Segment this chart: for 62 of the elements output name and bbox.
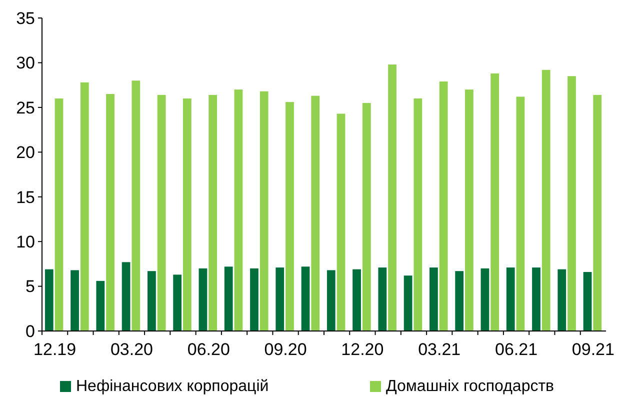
bar xyxy=(558,269,566,331)
bar xyxy=(593,94,602,331)
bar xyxy=(336,114,346,331)
x-tick-label: 06.21 xyxy=(495,340,538,359)
bar xyxy=(506,268,515,331)
bar xyxy=(352,269,361,331)
bar xyxy=(157,94,166,331)
bar xyxy=(183,98,192,331)
bar xyxy=(44,269,54,331)
bar xyxy=(362,102,371,331)
bar xyxy=(122,262,130,331)
bar xyxy=(532,268,540,331)
bar xyxy=(404,276,412,331)
y-tick-label: 10 xyxy=(16,232,35,252)
bar xyxy=(301,266,310,331)
y-tick-label: 35 xyxy=(16,8,35,28)
bar xyxy=(311,96,320,331)
x-tick-label: 09.21 xyxy=(572,340,614,359)
bar xyxy=(490,73,500,331)
y-tick-label: 25 xyxy=(16,98,35,118)
x-tick-label: 12.19 xyxy=(34,340,76,359)
bar xyxy=(455,271,464,331)
x-tick-label: 03.20 xyxy=(110,340,153,359)
bar xyxy=(148,271,156,331)
bar xyxy=(96,280,105,331)
bar xyxy=(276,268,284,331)
bar xyxy=(260,91,268,331)
bar xyxy=(516,96,525,331)
y-tick-label: 20 xyxy=(16,143,35,162)
bar xyxy=(542,70,550,331)
bar xyxy=(480,268,490,331)
bar xyxy=(326,270,336,331)
bar xyxy=(208,94,218,331)
bar xyxy=(54,98,64,331)
bar xyxy=(198,268,208,331)
bar xyxy=(250,268,258,331)
bar xyxy=(439,81,448,331)
bar xyxy=(173,274,182,331)
y-tick-label: 0 xyxy=(26,322,35,341)
bar xyxy=(80,82,89,331)
bar xyxy=(568,76,576,331)
bar xyxy=(132,80,140,331)
bar xyxy=(286,102,294,331)
x-tick-label: 12.20 xyxy=(341,340,384,359)
bar xyxy=(430,268,438,331)
y-tick-label: 15 xyxy=(16,188,35,207)
bar xyxy=(378,268,387,331)
bar xyxy=(388,64,396,331)
bar xyxy=(234,90,243,331)
legend-label: Нефінансових корпорацій xyxy=(76,378,269,395)
x-tick-label: 03.21 xyxy=(418,340,461,359)
y-tick-label: 30 xyxy=(16,54,35,73)
bar xyxy=(106,94,114,331)
x-tick-label: 06.20 xyxy=(187,340,230,359)
bar xyxy=(224,266,233,331)
y-tick-label: 5 xyxy=(26,277,35,296)
bar xyxy=(465,90,474,331)
bar xyxy=(583,272,592,331)
bar xyxy=(70,270,79,331)
bar xyxy=(414,98,422,331)
legend-label: Домашніх господарств xyxy=(386,378,554,395)
x-tick-label: 09.20 xyxy=(264,340,307,359)
